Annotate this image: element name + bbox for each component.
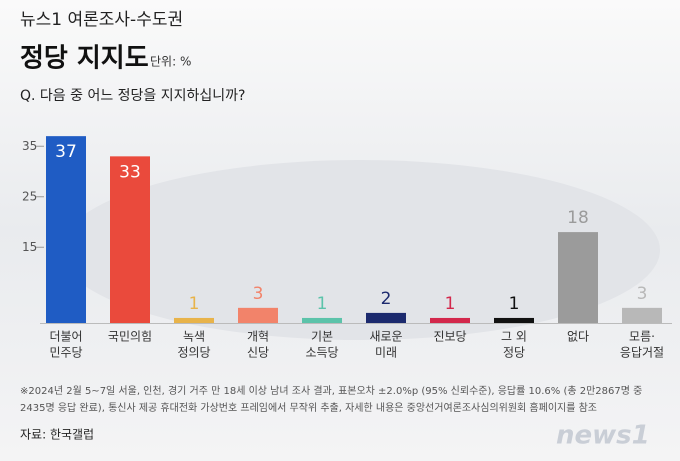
y-tick-label: 15 (22, 240, 37, 254)
x-tick-label: 미래 (375, 346, 397, 360)
x-tick-label: 진보당 (433, 330, 466, 344)
value-label: 18 (567, 208, 589, 228)
chart-title: 정당 지지도 (20, 44, 149, 74)
note: 2435명 응답 완료), 통신사 제공 휴대전화 가상번호 프레임에서 무작위… (20, 401, 597, 414)
logo: news1 (556, 421, 650, 451)
bar (110, 156, 150, 323)
bar (366, 312, 406, 323)
x-tick-label: 응답거절 (620, 346, 664, 360)
source: 자료: 한국갤럽 (20, 428, 94, 442)
value-label: 1 (509, 294, 520, 314)
x-tick-label: 국민의힘 (108, 330, 152, 344)
bar (46, 136, 86, 323)
value-label: 37 (55, 142, 77, 162)
value-label: 1 (317, 294, 328, 314)
background-hall (60, 160, 660, 340)
value-label: 3 (637, 284, 648, 304)
x-tick-label: 민주당 (49, 346, 82, 360)
kicker: 뉴스1 여론조사-수도권 (20, 10, 183, 30)
y-tick-label: 25 (22, 189, 37, 203)
x-tick-label: 녹색 (183, 330, 205, 344)
x-tick-label: 새로운 (369, 330, 402, 344)
x-tick-label: 정의당 (177, 346, 210, 360)
x-tick-label: 개혁 (247, 330, 269, 344)
bar (430, 317, 470, 323)
x-tick-label: 신당 (247, 346, 269, 360)
note: ※2024년 2월 5~7일 서울, 인천, 경기 거주 만 18세 이상 남녀… (20, 384, 642, 397)
bar (622, 307, 662, 323)
value-label: 1 (445, 294, 456, 314)
x-tick-label: 없다 (567, 330, 589, 344)
x-tick-label: 모름· (629, 330, 655, 344)
bar (174, 317, 214, 323)
x-tick-label: 그 외 (501, 330, 527, 344)
x-tick-label: 소득당 (305, 346, 338, 360)
bar (238, 307, 278, 323)
x-tick-label: 더불어 (49, 330, 82, 344)
value-label: 3 (253, 284, 264, 304)
bar (302, 317, 342, 323)
unit: 단위: % (150, 55, 191, 69)
bar (494, 317, 534, 323)
value-label: 33 (119, 162, 141, 182)
x-tick-label: 기본 (311, 330, 333, 344)
bar (558, 232, 598, 323)
x-tick-label: 정당 (503, 346, 525, 360)
y-tick-label: 35 (22, 139, 37, 153)
value-label: 2 (381, 289, 392, 309)
question: Q. 다음 중 어느 정당을 지지하십니까? (20, 88, 245, 104)
value-label: 1 (189, 294, 200, 314)
